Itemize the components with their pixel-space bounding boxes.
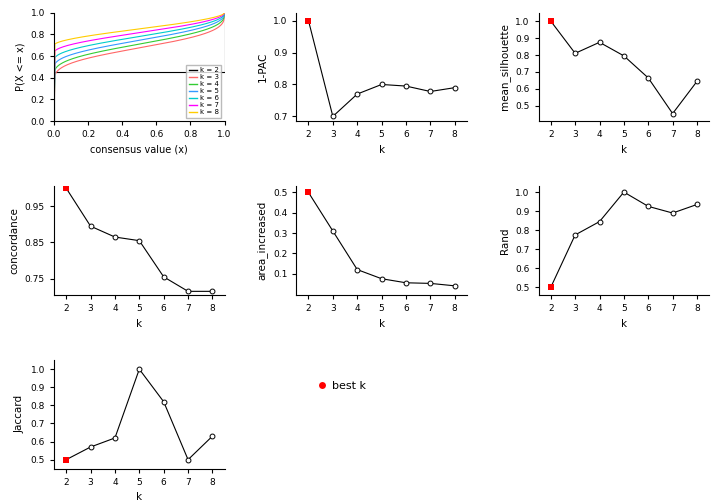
- X-axis label: k: k: [621, 145, 627, 155]
- Y-axis label: Rand: Rand: [500, 227, 510, 254]
- X-axis label: k: k: [136, 319, 143, 329]
- Legend: best k: best k: [313, 377, 370, 396]
- Y-axis label: P(X <= x): P(X <= x): [15, 43, 25, 91]
- Y-axis label: concordance: concordance: [9, 207, 19, 274]
- X-axis label: k: k: [136, 492, 143, 502]
- X-axis label: consensus value (x): consensus value (x): [91, 145, 188, 155]
- X-axis label: k: k: [379, 145, 384, 155]
- Y-axis label: area_increased: area_increased: [256, 201, 267, 280]
- X-axis label: k: k: [621, 319, 627, 329]
- Y-axis label: 1-PAC: 1-PAC: [257, 52, 267, 82]
- Y-axis label: Jaccard: Jaccard: [15, 395, 25, 433]
- X-axis label: k: k: [379, 319, 384, 329]
- Legend: k = 2, k = 3, k = 4, k = 5, k = 6, k = 7, k = 8: k = 2, k = 3, k = 4, k = 5, k = 6, k = 7…: [186, 65, 221, 118]
- Y-axis label: mean_silhouette: mean_silhouette: [499, 24, 510, 110]
